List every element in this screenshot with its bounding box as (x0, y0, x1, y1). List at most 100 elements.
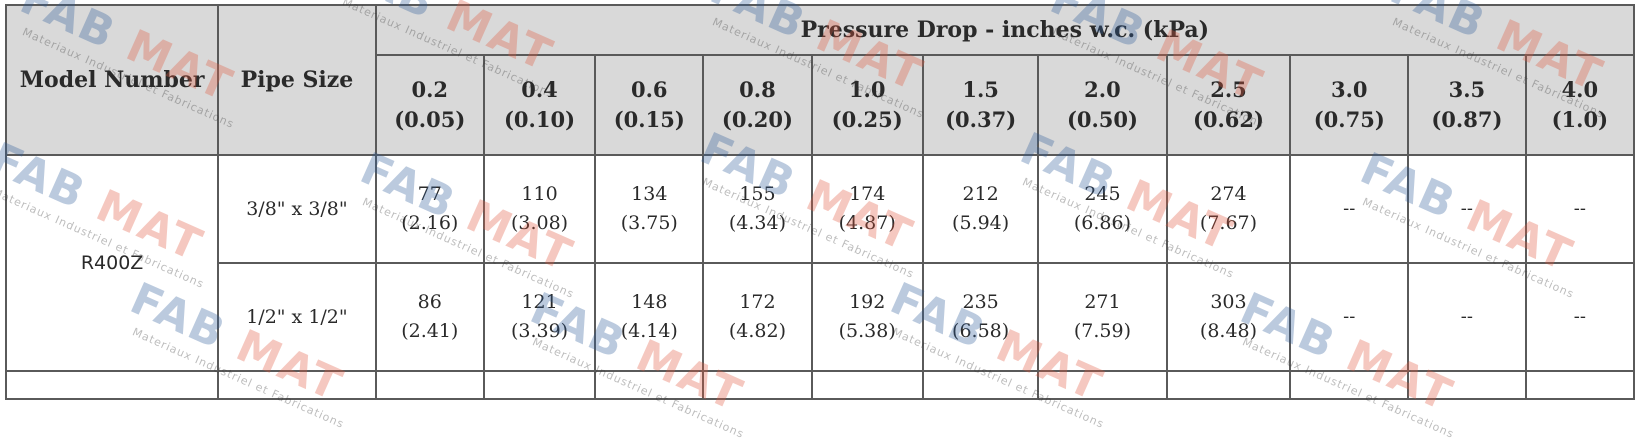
pressure-inches: 3.5 (1448, 76, 1486, 102)
pressure-kpa: (1.0) (1551, 107, 1609, 132)
pressure-column-header: 1.0 (0.25) (810, 54, 924, 156)
flow-value-kpa: (4.87) (838, 212, 896, 234)
flow-value: 174 (849, 182, 886, 205)
table-row-partial (4, 370, 1636, 400)
pressure-kpa: (0.15) (613, 107, 685, 132)
flow-value-cell: 77 (2.16) (374, 154, 485, 264)
flow-value: 274 (1210, 182, 1247, 205)
pressure-inches: 0.6 (631, 76, 668, 102)
flow-value-cell: 110 (3.08) (482, 154, 597, 264)
flow-value: 303 (1210, 290, 1247, 313)
table-body: R400Z 3/8" x 3/8" 77 (2.16) 110 (3.08) 134 (3.7… (4, 154, 1636, 400)
flow-value-kpa: (6.86) (1073, 212, 1132, 234)
flow-value: 212 (962, 182, 999, 205)
pipe-size-cell: 3/8" x 3/8" (217, 154, 377, 264)
header-row-columns: 0.2 (0.05) 0.4 (0.10) 0.6 (0.15) 0.8 (0.20) 1.0 (… (6, 54, 1636, 156)
flow-value: 192 (849, 290, 886, 313)
empty-cell (594, 370, 705, 400)
flow-value-cell: 172 (4.82) (702, 262, 813, 372)
pressure-drop-header: Pressure Drop - inches w.c. (kPa) (374, 4, 1636, 56)
model-number-cell: R400Z (4, 154, 220, 372)
pressure-kpa: (0.50) (1066, 107, 1138, 132)
pressure-inches: 3.0 (1330, 76, 1368, 102)
pressure-kpa: (0.62) (1192, 107, 1264, 132)
flow-value-cell: -- (1407, 262, 1527, 372)
empty-cell (921, 370, 1040, 400)
empty-cell (1407, 370, 1527, 400)
flow-value: 110 (521, 182, 558, 205)
pressure-column-header: 0.6 (0.15) (594, 54, 705, 156)
flow-value-kpa: (5.38) (838, 320, 896, 342)
empty-cell (217, 370, 377, 400)
flow-value-cell: 235 (6.58) (921, 262, 1040, 372)
pipe-size-cell: 1/2" x 1/2" (217, 262, 377, 372)
pressure-inches: 0.8 (739, 76, 776, 102)
flow-value-cell: 134 (3.75) (594, 154, 705, 264)
pressure-kpa: (0.10) (504, 107, 576, 132)
flow-value: 86 (417, 290, 442, 313)
flow-value: 235 (962, 290, 999, 313)
flow-value-kpa: (3.39) (510, 320, 569, 342)
flow-value-cell: 271 (7.59) (1037, 262, 1168, 372)
pressure-column-header: 1.5 (0.37) (921, 54, 1040, 156)
flow-value-cell: 121 (3.39) (482, 262, 597, 372)
pressure-inches: 1.5 (962, 76, 999, 102)
header-row-top: Model Number Pipe Size Pressure Drop - i… (4, 4, 1636, 156)
empty-cell (1289, 370, 1410, 400)
flow-value-cell: 174 (4.87) (810, 154, 924, 264)
flow-value: 155 (739, 182, 776, 205)
table-row: R400Z 3/8" x 3/8" 77 (2.16) 110 (3.08) 134 (3.7… (4, 154, 1636, 372)
pressure-column-header: 3.0 (0.75) (1289, 54, 1410, 156)
flow-value-kpa: (4.34) (728, 212, 787, 234)
table-row: 1/2" x 1/2" 86 (2.41) 121 (3.39) 148 (4.14) 172… (6, 262, 1636, 372)
pressure-inches: 0.2 (411, 76, 449, 102)
empty-cell (482, 370, 597, 400)
flow-value: 271 (1084, 290, 1121, 313)
flow-value-kpa: (7.59) (1073, 320, 1132, 342)
flow-value-kpa: (2.16) (401, 212, 459, 234)
flow-value-cell: 212 (5.94) (921, 154, 1040, 264)
flow-value-kpa: (3.75) (620, 212, 678, 234)
pressure-column-header: 3.5 (0.87) (1407, 54, 1527, 156)
pressure-column-header: 0.4 (0.10) (482, 54, 597, 156)
flow-value-cell: 303 (8.48) (1165, 262, 1292, 372)
flow-value-kpa: (7.67) (1199, 212, 1258, 234)
flow-value-cell: 245 (6.86) (1037, 154, 1168, 264)
empty-cell (702, 370, 813, 400)
pressure-column-header: 0.8 (0.20) (702, 54, 813, 156)
flow-value-cell: 86 (2.41) (374, 262, 485, 372)
flow-value: 245 (1084, 182, 1121, 205)
flow-value-cell: -- (1524, 262, 1636, 372)
flow-value-kpa: (4.14) (620, 320, 678, 342)
flow-value-cell: -- (1524, 154, 1636, 264)
pressure-column-header: 2.5 (0.62) (1165, 54, 1292, 156)
pressure-kpa: (0.20) (721, 107, 793, 132)
flow-value-cell: -- (1289, 262, 1410, 372)
flow-value-kpa: (5.94) (952, 212, 1010, 234)
flow-value: 121 (521, 290, 558, 313)
pressure-column-header: 2.0 (0.50) (1037, 54, 1168, 156)
empty-cell (4, 370, 220, 400)
flow-value: 134 (631, 182, 668, 205)
pressure-inches: 2.0 (1084, 76, 1121, 102)
flow-value-cell: 148 (4.14) (594, 262, 705, 372)
pressure-column-header: 4.0 (1.0) (1524, 54, 1636, 156)
pressure-inches: 4.0 (1561, 76, 1599, 102)
flow-value-kpa: (8.48) (1199, 320, 1258, 342)
flow-value-kpa: (4.82) (728, 320, 787, 342)
flow-value-kpa: (2.41) (401, 320, 459, 342)
flow-value: 148 (631, 290, 668, 313)
pressure-kpa: (0.87) (1431, 107, 1503, 132)
pressure-column-header: 0.2 (0.05) (374, 54, 485, 156)
pressure-kpa: (0.37) (945, 107, 1017, 132)
flow-value-cell: 274 (7.67) (1165, 154, 1292, 264)
pressure-inches: 0.4 (521, 76, 558, 102)
pressure-kpa: (0.75) (1313, 107, 1385, 132)
pressure-inches: 1.0 (848, 76, 886, 102)
pipe-size-header: Pipe Size (217, 4, 377, 156)
flow-value: 172 (739, 290, 776, 313)
flow-value-cell: 192 (5.38) (810, 262, 924, 372)
pressure-inches: 2.5 (1210, 76, 1247, 102)
pressure-drop-table: Model Number Pipe Size Pressure Drop - i… (4, 4, 1636, 400)
empty-cell (1165, 370, 1292, 400)
